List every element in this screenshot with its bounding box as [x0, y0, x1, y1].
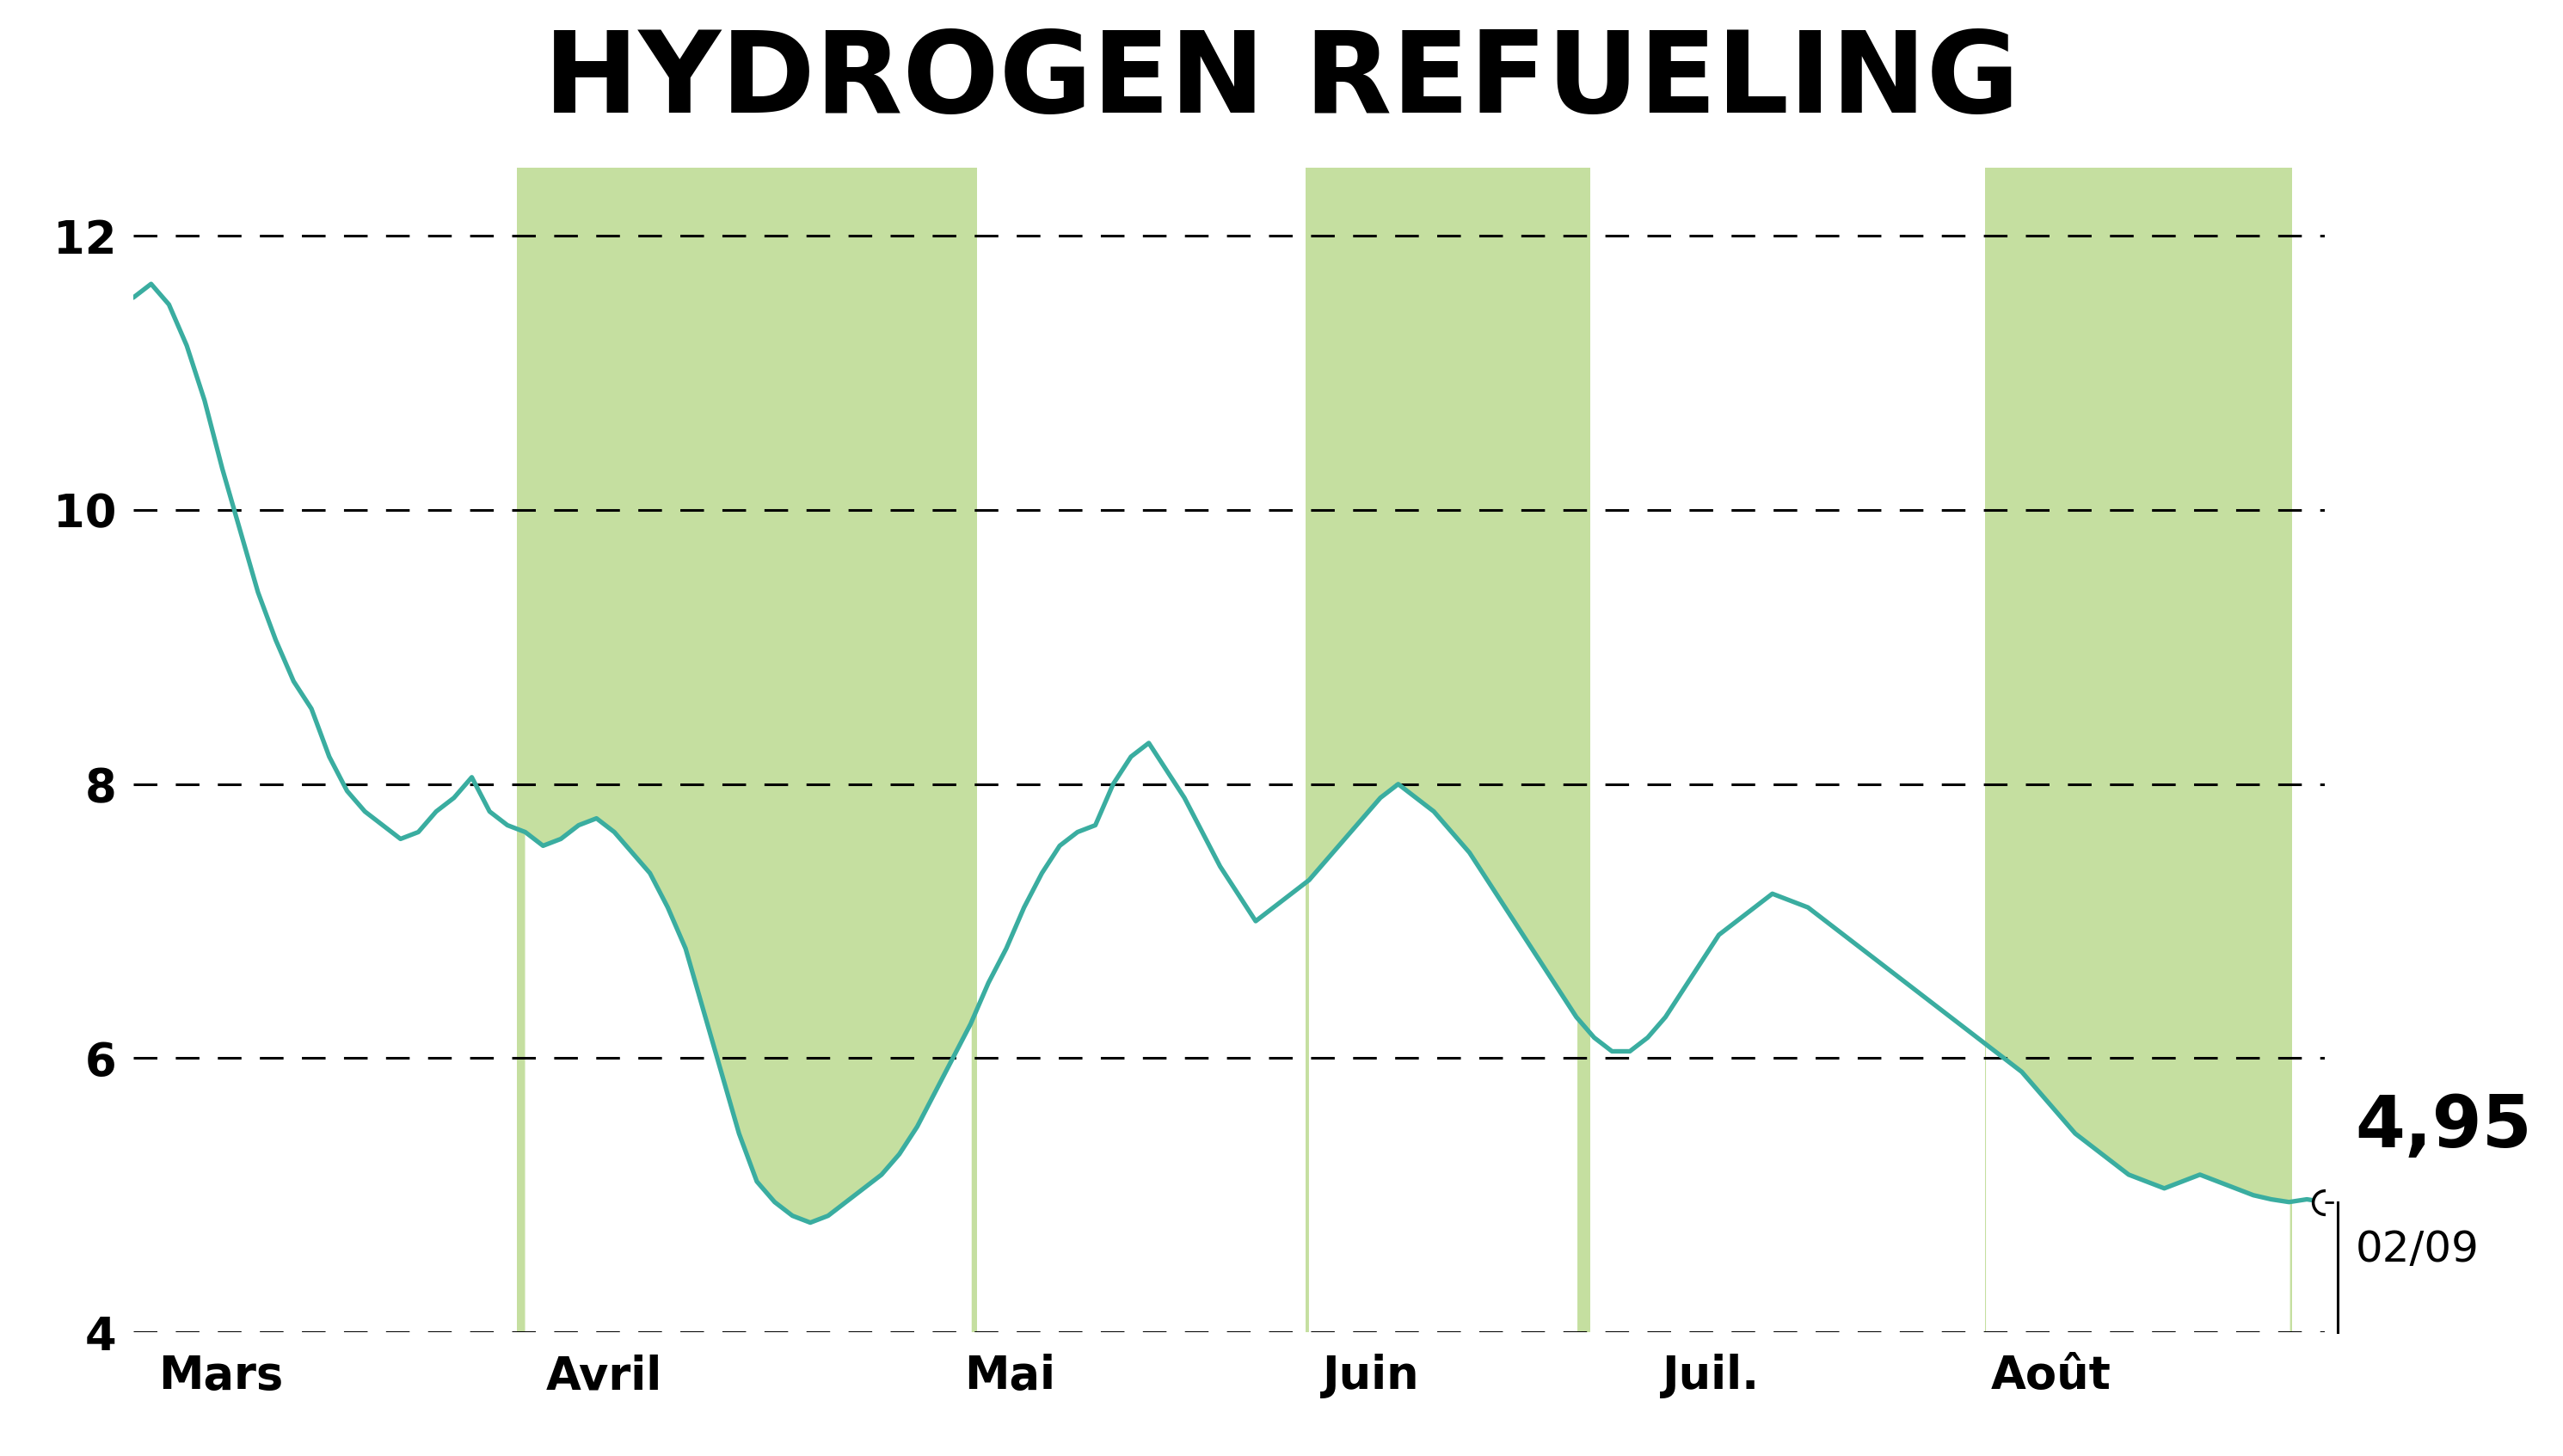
Text: HYDROGEN REFUELING: HYDROGEN REFUELING: [543, 26, 2020, 137]
Text: 02/09: 02/09: [2355, 1229, 2478, 1271]
Text: 4,95: 4,95: [2355, 1092, 2532, 1162]
Bar: [518, 167, 977, 1332]
Bar: [1305, 167, 1592, 1332]
Bar: [1984, 167, 2291, 1332]
